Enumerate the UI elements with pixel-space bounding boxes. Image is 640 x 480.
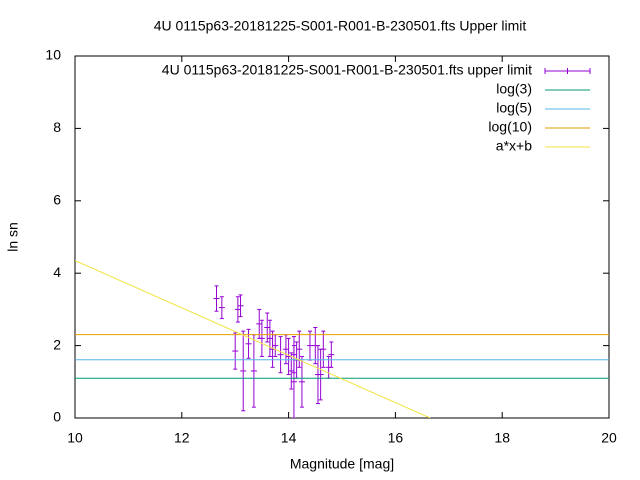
y-axis-label: ln sn xyxy=(5,222,21,252)
error-point xyxy=(290,336,297,374)
y-tick-label: 8 xyxy=(53,119,61,135)
error-point xyxy=(317,348,324,401)
x-tick-label: 20 xyxy=(601,430,617,446)
error-point xyxy=(272,334,279,357)
error-point xyxy=(234,296,241,323)
y-tick-label: 6 xyxy=(53,192,61,208)
error-point xyxy=(250,334,257,408)
error-point xyxy=(306,330,313,361)
error-point xyxy=(298,355,305,408)
error-point xyxy=(232,332,239,370)
error-point xyxy=(245,328,252,359)
error-point xyxy=(237,294,244,318)
x-tick-label: 12 xyxy=(174,430,190,446)
error-point xyxy=(328,341,335,368)
error-point xyxy=(264,312,271,343)
error-point xyxy=(320,330,327,368)
y-tick-label: 0 xyxy=(53,409,61,425)
legend-label: a*x+b xyxy=(496,138,532,154)
legend-label: log(3) xyxy=(496,81,532,97)
legend-label: log(10) xyxy=(488,119,532,135)
error-point xyxy=(258,319,265,357)
chart-title: 4U 0115p63-20181225-S001-R001-B-230501.f… xyxy=(154,18,527,34)
y-tick-label: 10 xyxy=(45,47,61,63)
y-tick-label: 4 xyxy=(53,264,61,280)
error-point xyxy=(266,319,273,357)
error-point xyxy=(218,296,225,319)
error-point xyxy=(269,330,276,368)
plot-border xyxy=(74,55,610,419)
legend-label: log(5) xyxy=(496,100,532,116)
error-point xyxy=(213,285,220,312)
legend-label: 4U 0115p63-20181225-S001-R001-B-230501.f… xyxy=(162,62,532,78)
x-tick-label: 14 xyxy=(281,430,297,446)
error-point xyxy=(256,308,263,339)
x-tick-label: 18 xyxy=(494,430,510,446)
x-tick-label: 10 xyxy=(67,430,83,446)
error-point xyxy=(296,330,303,368)
y-tick-label: 2 xyxy=(53,336,61,352)
plot-area xyxy=(75,260,609,418)
error-point xyxy=(240,330,247,412)
line xyxy=(75,260,431,418)
x-tick-label: 16 xyxy=(388,430,404,446)
error-point xyxy=(288,352,295,390)
x-axis-label: Magnitude [mag] xyxy=(290,456,394,472)
error-point xyxy=(277,336,284,374)
